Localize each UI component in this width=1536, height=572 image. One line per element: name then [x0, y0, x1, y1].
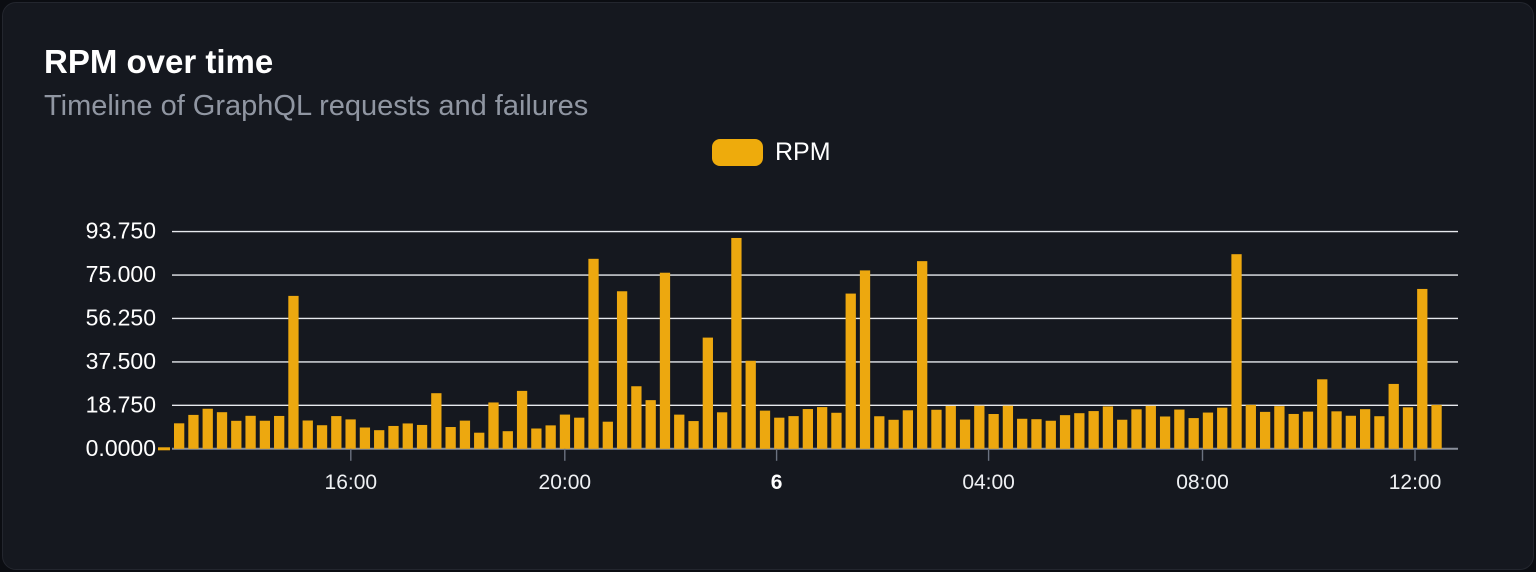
svg-text:18.750: 18.750: [86, 391, 156, 417]
svg-text:37.500: 37.500: [86, 348, 156, 374]
svg-text:20:00: 20:00: [539, 471, 592, 494]
svg-text:04:00: 04:00: [962, 471, 1015, 494]
svg-text:93.750: 93.750: [86, 218, 156, 244]
svg-text:08:00: 08:00: [1176, 471, 1229, 494]
svg-text:12:00: 12:00: [1389, 471, 1442, 494]
svg-text:56.250: 56.250: [86, 304, 156, 330]
svg-text:0.0000: 0.0000: [86, 435, 156, 461]
svg-text:6: 6: [771, 471, 783, 494]
svg-text:16:00: 16:00: [325, 471, 378, 494]
svg-text:75.000: 75.000: [86, 261, 156, 287]
